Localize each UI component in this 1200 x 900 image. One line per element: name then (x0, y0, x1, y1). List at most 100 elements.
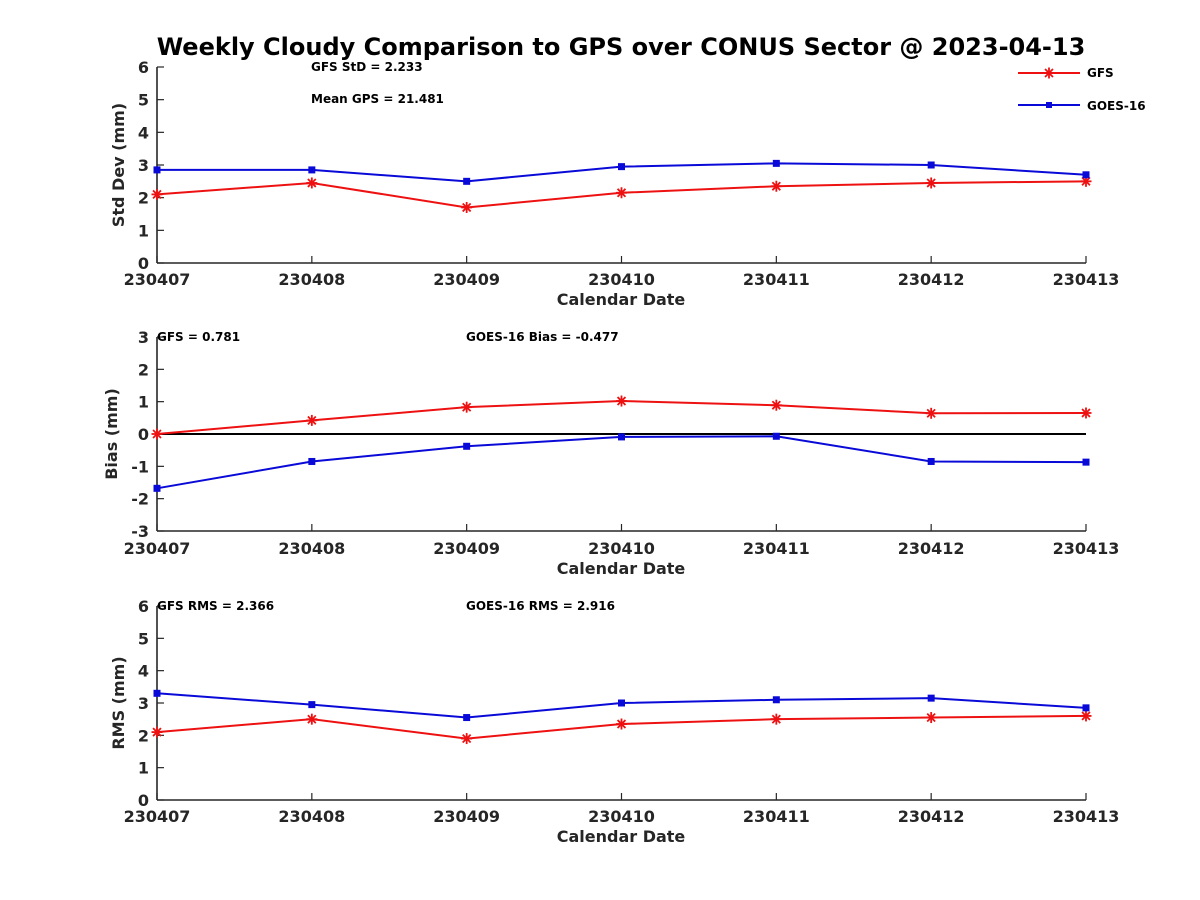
legend-marker-goes16 (1046, 102, 1052, 108)
y-tick-label: 0 (138, 791, 149, 810)
x-tick-label: 230412 (898, 807, 965, 826)
point-goes16 (618, 163, 625, 171)
point-gfs (461, 733, 473, 745)
point-gfs (151, 726, 163, 738)
point-gfs-stroke-3 (462, 733, 472, 744)
point-gfs-stroke-3 (307, 714, 317, 724)
y-tick-label: 1 (138, 759, 149, 778)
point-gfs-stroke-3 (307, 178, 317, 188)
annotation-2: GOES-16 RMS = 2.916 (466, 599, 615, 613)
point-gfs-stroke-3 (1081, 408, 1091, 418)
annotation-1: GFS = 0.781 (157, 330, 240, 344)
point-goes16 (1082, 171, 1090, 179)
point-gfs-stroke-3 (1081, 711, 1091, 721)
point-goes16 (618, 433, 625, 441)
x-tick-label: 230407 (124, 807, 191, 826)
x-tick-label: 230412 (898, 539, 965, 558)
x-tick-label: 230411 (743, 270, 810, 289)
point-gfs-stroke-3 (152, 727, 162, 737)
subplot-1: 0 1 2 3 4 5 6 230407 230408 230409 230410 230411 230… (109, 58, 1119, 309)
legend: GFS GOES-16 (1018, 66, 1146, 113)
y-tick-label: 5 (138, 629, 149, 648)
series-line-goes16 (156, 435, 1087, 490)
point-goes16 (463, 177, 471, 185)
y-tick-label: 2 (138, 360, 149, 379)
point-gfs-stroke-3 (152, 429, 162, 439)
point-gfs (616, 395, 627, 407)
legend-label-gfs: GFS (1087, 66, 1114, 80)
legend-asterisk-stroke-3 (1044, 68, 1054, 78)
x-tick-label: 230410 (588, 807, 655, 826)
x-tick-label: 230408 (278, 807, 345, 826)
point-gfs (1080, 407, 1092, 419)
point-gfs-stroke-3 (307, 415, 317, 426)
subplot-3: 0 1 2 3 4 5 6 230407 230408 230409 230410 230411 230… (109, 597, 1119, 846)
point-gfs-stroke-3 (616, 719, 627, 729)
x-tick-label: 230409 (433, 270, 500, 289)
point-gfs-stroke-3 (771, 714, 781, 724)
legend-label-goes16: GOES-16 (1087, 99, 1146, 113)
point-gfs (770, 180, 782, 192)
x-tick-label: 230407 (124, 270, 191, 289)
point-gfs (925, 407, 937, 419)
y-axis-label: Std Dev (mm) (109, 103, 128, 227)
annotation-1: GFS RMS = 2.366 (157, 599, 274, 613)
point-gfs-stroke-3 (771, 181, 781, 191)
point-goes16 (308, 166, 316, 174)
point-gfs-stroke-3 (462, 202, 472, 213)
point-gfs (925, 712, 937, 724)
x-axis-label: Calendar Date (557, 559, 686, 578)
y-tick-label: 3 (138, 694, 149, 713)
point-goes16 (927, 161, 935, 169)
point-goes16 (927, 694, 935, 702)
point-goes16 (463, 442, 471, 450)
y-tick-label: -1 (131, 457, 149, 476)
point-goes16 (927, 457, 935, 465)
point-goes16 (153, 166, 161, 174)
x-tick-label: 230411 (743, 807, 810, 826)
point-gfs (461, 401, 473, 413)
y-tick-label: 3 (138, 156, 149, 175)
point-gfs (306, 713, 318, 725)
point-gfs-stroke-3 (926, 408, 936, 418)
point-goes16 (618, 699, 625, 707)
point-gfs-stroke-3 (616, 396, 627, 406)
point-goes16 (153, 484, 161, 492)
point-goes16 (153, 689, 161, 697)
x-tick-label: 230409 (433, 807, 500, 826)
y-tick-label: 2 (138, 189, 149, 208)
point-gfs (616, 718, 627, 730)
y-tick-label: 5 (138, 91, 149, 110)
legend-asterisk (1043, 67, 1055, 79)
point-gfs-stroke-3 (926, 178, 936, 188)
x-tick-label: 230413 (1053, 807, 1120, 826)
point-gfs (151, 188, 163, 200)
x-tick-label: 230410 (588, 539, 655, 558)
point-gfs (151, 428, 163, 440)
y-tick-label: 0 (138, 254, 149, 273)
x-tick-label: 230407 (124, 539, 191, 558)
point-goes16 (463, 714, 471, 722)
annotation-2: GOES-16 Bias = -0.477 (466, 330, 619, 344)
point-goes16 (308, 457, 316, 465)
y-tick-label: 1 (138, 393, 149, 412)
point-gfs (461, 201, 473, 213)
point-gfs-stroke-3 (926, 712, 936, 723)
y-tick-label: 6 (138, 58, 149, 77)
y-axis-label: RMS (mm) (109, 656, 128, 749)
point-gfs (306, 177, 318, 189)
point-gfs-stroke-3 (616, 188, 627, 198)
y-tick-label: 3 (138, 328, 149, 347)
point-gfs (770, 399, 782, 411)
point-gfs-stroke-3 (1081, 176, 1091, 186)
x-tick-label: 230408 (278, 270, 345, 289)
annotation-2: Mean GPS = 21.481 (311, 92, 444, 106)
point-goes16 (772, 696, 780, 704)
point-gfs (925, 177, 937, 189)
y-axis-label: Bias (mm) (102, 388, 121, 480)
x-tick-label: 230413 (1053, 270, 1120, 289)
x-axis-label: Calendar Date (557, 827, 686, 846)
x-tick-label: 230408 (278, 539, 345, 558)
x-tick-label: 230412 (898, 270, 965, 289)
